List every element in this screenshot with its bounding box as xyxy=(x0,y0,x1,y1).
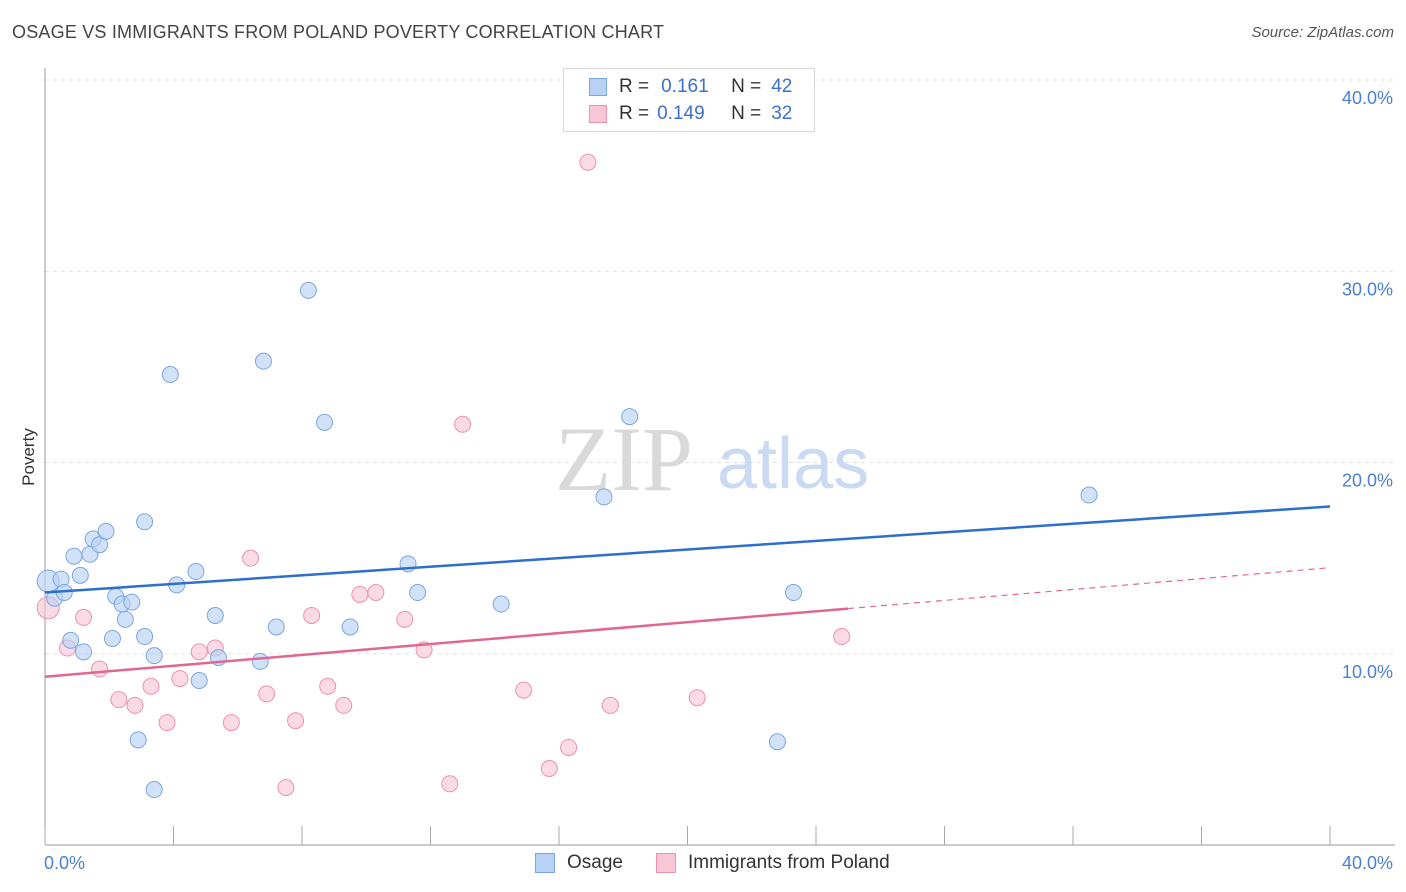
poland-point xyxy=(335,696,353,714)
trend-lines xyxy=(44,505,1331,678)
tick-labels: 10.0% 20.0% 30.0% 40.0% 0.0% 40.0% Poverty xyxy=(19,88,1393,873)
osage-point xyxy=(97,522,115,540)
y-tick-label: 10.0% xyxy=(1342,662,1393,682)
osage-point xyxy=(161,366,179,384)
poland-point xyxy=(258,685,276,703)
osage-point xyxy=(123,593,141,611)
n-value: 42 xyxy=(771,76,793,97)
r-label: R = xyxy=(619,76,650,97)
x-tick-label: 0.0% xyxy=(44,853,85,873)
series-legend: Osage Immigrants from Poland xyxy=(0,852,1406,878)
y-tick-label: 30.0% xyxy=(1342,279,1393,299)
poland-point xyxy=(601,696,619,714)
osage-point xyxy=(116,610,134,628)
osage-point xyxy=(595,488,613,506)
poland-point xyxy=(126,696,144,714)
osage-point xyxy=(145,781,163,799)
osage-point xyxy=(62,631,80,649)
r-value: 0.161 xyxy=(661,76,709,97)
y-tick-label: 20.0% xyxy=(1342,471,1393,491)
poland-point xyxy=(833,628,851,646)
poland-point xyxy=(454,415,472,433)
source-credit: Source: ZipAtlas.com xyxy=(1251,24,1394,41)
correlation-legend: R = 0.161 N = 42 R = 0.149 N = 32 xyxy=(563,68,815,132)
poland-point xyxy=(190,643,208,661)
r-label: R = xyxy=(619,103,650,124)
poland-point xyxy=(688,689,706,707)
osage-point xyxy=(409,584,427,602)
osage-point xyxy=(341,618,359,636)
watermark-zip: ZIP xyxy=(555,408,693,510)
poland-swatch xyxy=(589,105,607,123)
poland-point xyxy=(287,712,305,730)
poland-point xyxy=(319,677,337,695)
poland-point xyxy=(396,610,414,628)
osage-point xyxy=(103,629,121,647)
legend-item-poland: Immigrants from Poland xyxy=(656,852,890,874)
osage-point xyxy=(145,647,163,665)
poland-point xyxy=(579,153,597,171)
osage-point xyxy=(190,672,208,690)
poland-trend-line xyxy=(44,607,849,678)
poland-point xyxy=(110,691,128,709)
osage-point xyxy=(187,563,205,581)
osage-point xyxy=(785,584,803,602)
poland-point xyxy=(222,714,240,732)
legend-item-osage: Osage xyxy=(535,852,623,874)
osage-point xyxy=(299,281,317,299)
poland-point xyxy=(351,585,369,603)
n-label: N = xyxy=(731,103,762,124)
poland-point xyxy=(303,607,321,624)
poland-point xyxy=(142,677,160,695)
osage-point xyxy=(75,643,93,661)
osage-point xyxy=(492,595,510,613)
poland-point xyxy=(242,549,260,567)
osage-point xyxy=(768,733,786,751)
legend-row-osage: R = 0.161 N = 42 xyxy=(589,75,792,99)
osage-point xyxy=(65,547,83,565)
legend-label-poland: Immigrants from Poland xyxy=(688,852,890,873)
legend-label-osage: Osage xyxy=(567,852,623,873)
axes xyxy=(44,68,1395,846)
n-value: 32 xyxy=(771,103,793,124)
osage-point xyxy=(71,566,89,584)
osage-swatch xyxy=(589,78,607,96)
osage-swatch xyxy=(535,853,555,873)
watermark-atlas: atlas xyxy=(717,424,869,504)
poland-swatch xyxy=(656,853,676,873)
legend-row-poland: R = 0.149 N = 32 xyxy=(589,102,792,126)
poland-point xyxy=(441,775,459,793)
osage-point xyxy=(206,607,224,624)
poland-point xyxy=(171,670,189,688)
osage-point xyxy=(267,618,285,636)
n-label: N = xyxy=(731,76,762,97)
poland-point xyxy=(367,584,385,602)
poland-trend-line-extension xyxy=(848,567,1331,610)
poland-point xyxy=(277,779,295,797)
osage-point xyxy=(251,652,269,670)
poland-point xyxy=(75,608,93,626)
poland-point xyxy=(515,681,533,699)
y-tick-label: 40.0% xyxy=(1342,88,1393,108)
osage-point xyxy=(254,352,272,370)
y-axis-label: Poverty xyxy=(19,428,38,486)
poland-point xyxy=(158,714,176,732)
x-tick-label: 40.0% xyxy=(1342,853,1393,873)
osage-point xyxy=(129,731,147,749)
gridlines xyxy=(45,79,1395,655)
osage-point xyxy=(136,628,154,646)
osage-trend-line xyxy=(44,505,1331,594)
osage-point xyxy=(136,513,154,531)
osage-point xyxy=(315,413,333,431)
osage-point xyxy=(1080,486,1098,504)
poland-point xyxy=(91,660,109,678)
osage-point xyxy=(621,408,639,426)
poland-point xyxy=(540,760,558,777)
poland-point xyxy=(560,738,578,756)
watermark: ZIP atlas xyxy=(555,408,869,510)
r-value: 0.149 xyxy=(657,103,705,124)
chart-title: OSAGE VS IMMIGRANTS FROM POLAND POVERTY … xyxy=(12,22,665,42)
